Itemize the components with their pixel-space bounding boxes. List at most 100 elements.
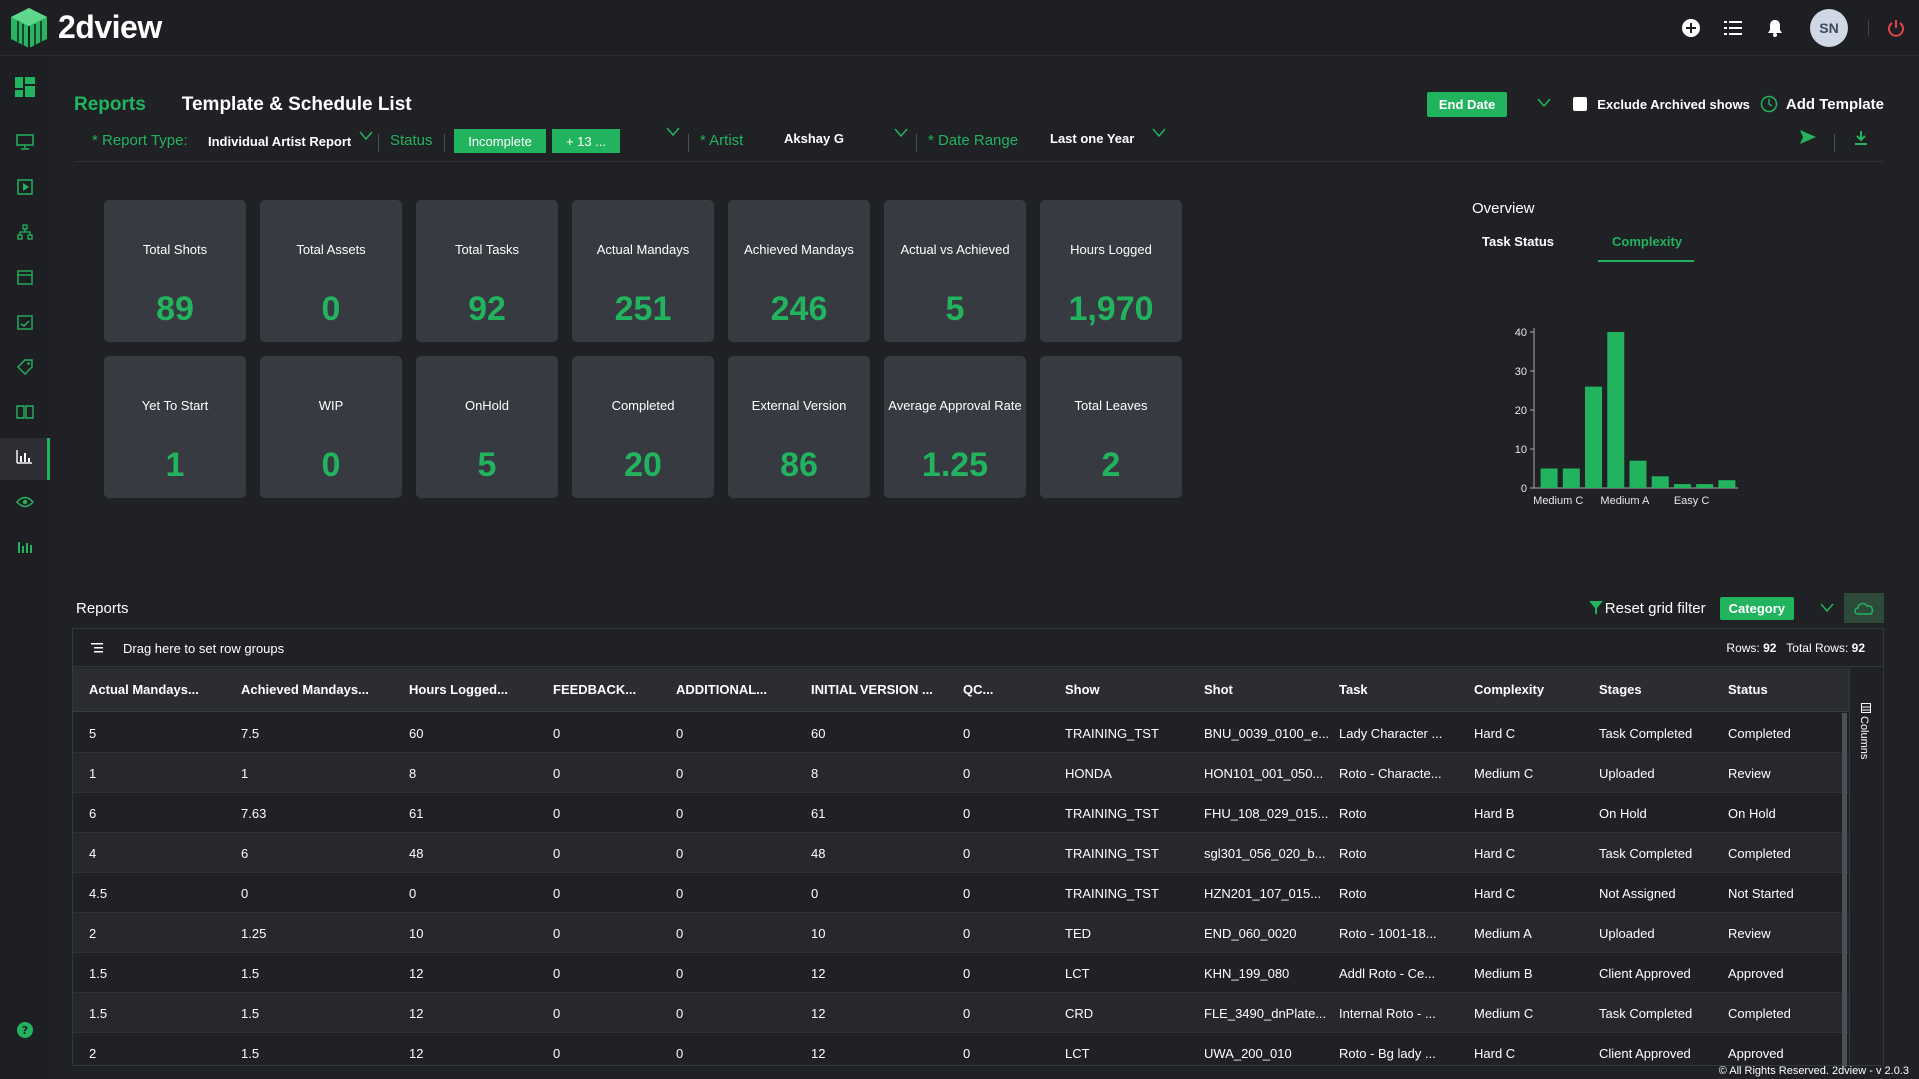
main-content: Reports Template & Schedule List End Dat… [72, 56, 1884, 1067]
column-header[interactable]: Shot [1204, 682, 1233, 697]
hierarchy-icon [17, 223, 33, 245]
column-header[interactable]: Status [1728, 682, 1768, 697]
sidebar-item-dashboard[interactable] [0, 68, 50, 110]
reset-grid-filter-button[interactable]: Reset grid filter [1588, 600, 1706, 617]
download-icon[interactable] [1854, 130, 1868, 151]
sidebar-item-calendar[interactable] [0, 258, 50, 300]
stat-value: 246 [770, 290, 828, 328]
report-type-select[interactable]: Individual Artist Report [208, 134, 352, 149]
table-cell: 0 [963, 886, 971, 901]
table-cell: Approved [1728, 1046, 1784, 1061]
table-cell: Medium C [1474, 766, 1534, 781]
sidebar-item-docs[interactable] [0, 393, 50, 435]
table-row[interactable]: 6 7.63 61 0 0 61 0 TRAINING_TST FHU_108_029_015.… [73, 793, 1849, 833]
equalizer-icon [17, 540, 33, 559]
sidebar-item-equalizer[interactable] [0, 528, 50, 570]
bar[interactable] [1651, 476, 1669, 488]
column-header[interactable]: Task [1339, 682, 1368, 697]
table-row[interactable]: 4 6 48 0 0 48 0 TRAINING_TST sgl301_056_020_b...… [73, 833, 1849, 873]
chevron-down-icon[interactable] [1152, 125, 1166, 143]
table-row[interactable]: 1 1 8 0 0 8 0 HONDA HON101_001_050... Roto - Char… [73, 753, 1849, 793]
table-cell: 12 [811, 1006, 826, 1021]
list-icon[interactable] [1722, 17, 1744, 39]
sidebar-item-tags[interactable] [0, 348, 50, 390]
sidebar-item-media[interactable] [0, 168, 50, 210]
table-cell: 0 [553, 726, 561, 741]
bar[interactable] [1607, 332, 1625, 488]
status-more-tag[interactable]: + 13 ... [552, 129, 620, 153]
bar[interactable] [1673, 484, 1691, 488]
chevron-down-icon[interactable] [1537, 95, 1551, 113]
table-cell: 6 [89, 806, 97, 821]
bar[interactable] [1540, 468, 1558, 489]
power-icon[interactable] [1885, 17, 1907, 39]
logo[interactable]: 2dview [10, 7, 162, 49]
bar[interactable] [1696, 484, 1714, 488]
table-row[interactable]: 2 1.25 10 0 0 10 0 TED END_060_0020 Roto - 1001-1… [73, 913, 1849, 953]
column-header[interactable]: Achieved Mandays... [241, 682, 369, 697]
column-header[interactable]: Actual Mandays... [89, 682, 199, 697]
chevron-down-icon[interactable] [1820, 603, 1834, 613]
chevron-down-icon[interactable] [666, 124, 680, 142]
scrollbar[interactable] [1842, 713, 1847, 1067]
table-cell: Not Assigned [1599, 886, 1676, 901]
complexity-chart: 0 10 20 30 40 Medium C Medium A Easy C [1472, 310, 1802, 540]
sidebar-item-reports[interactable] [0, 438, 50, 480]
exclude-archived-checkbox[interactable] [1573, 97, 1588, 111]
cloud-export-button[interactable] [1844, 593, 1884, 623]
page-title: Template & Schedule List [181, 94, 412, 115]
add-template-button[interactable]: Add Template [1785, 95, 1884, 113]
user-avatar[interactable]: SN [1810, 9, 1848, 47]
column-header[interactable]: ADDITIONAL... [676, 682, 767, 697]
table-cell: Hard C [1474, 726, 1516, 741]
column-header[interactable]: INITIAL VERSION ... [811, 682, 933, 697]
breadcrumb-reports[interactable]: Reports [74, 94, 146, 115]
column-header[interactable]: Hours Logged... [409, 682, 508, 697]
table-cell: 2 [89, 926, 97, 941]
sidebar-item-schedule[interactable] [0, 303, 50, 345]
category-button[interactable]: Category [1719, 596, 1794, 620]
column-header[interactable]: FEEDBACK... [553, 682, 637, 697]
sidebar-item-help[interactable]: ? [0, 1011, 50, 1053]
table-cell: On Hold [1599, 806, 1647, 821]
column-header[interactable]: Complexity [1474, 682, 1545, 697]
sidebar-item-review[interactable] [0, 483, 50, 525]
table-row[interactable]: 5 7.5 60 0 0 60 0 TRAINING_TST BNU_0039_0100_e..… [73, 713, 1849, 753]
status-tag-incomplete[interactable]: Incomplete [454, 129, 546, 153]
column-header[interactable]: Show [1065, 682, 1100, 697]
send-icon[interactable] [1800, 130, 1816, 149]
column-header[interactable]: QC... [963, 682, 994, 697]
bar[interactable] [1585, 386, 1603, 488]
bar[interactable] [1629, 460, 1647, 488]
table-cell: 0 [963, 966, 971, 981]
tab-complexity[interactable]: Complexity [1612, 234, 1683, 249]
table-row[interactable]: 4.5 0 0 0 0 0 0 TRAINING_TST HZN201_107_015... Ro… [73, 873, 1849, 913]
table-row[interactable]: 1.5 1.5 12 0 0 12 0 LCT KHN_199_080 Addl Roto - C… [73, 953, 1849, 993]
stat-card: Achieved Mandays 246 [728, 200, 870, 342]
columns-side-panel[interactable]: Columns [1849, 668, 1883, 1067]
y-tick-label: 10 [1515, 444, 1527, 456]
table-cell: KHN_199_080 [1204, 966, 1290, 981]
bar[interactable] [1562, 468, 1580, 489]
table-cell: Hard C [1474, 1046, 1516, 1061]
table-cell: 0 [676, 766, 684, 781]
column-header[interactable]: Stages [1599, 682, 1642, 697]
sidebar-item-hierarchy[interactable] [0, 213, 50, 255]
table-row[interactable]: 2 1.5 12 0 0 12 0 LCT UWA_200_010 Roto - Bg lady … [73, 1033, 1849, 1067]
chevron-down-icon[interactable] [359, 128, 373, 146]
bell-icon[interactable] [1764, 17, 1786, 39]
add-circle-icon[interactable] [1680, 17, 1702, 39]
chevron-down-icon[interactable] [894, 125, 908, 143]
sidebar-item-monitor[interactable] [0, 123, 50, 165]
bar[interactable] [1718, 480, 1736, 488]
tab-task-status[interactable]: Task Status [1482, 234, 1555, 249]
stat-label: Hours Logged [1070, 242, 1152, 257]
end-date-button[interactable]: End Date [1426, 91, 1508, 117]
date-range-select[interactable]: Last one Year [1050, 131, 1135, 146]
row-group-panel[interactable]: Drag here to set row groups Rows: 92 Tot… [73, 629, 1883, 667]
artist-select[interactable]: Akshay G [784, 131, 844, 146]
stat-label: Total Leaves [1074, 398, 1148, 413]
table-cell: 0 [553, 886, 561, 901]
table-row[interactable]: 1.5 1.5 12 0 0 12 0 CRD FLE_3490_dnPlate... Inter… [73, 993, 1849, 1033]
stat-label: Actual Mandays [596, 242, 690, 257]
